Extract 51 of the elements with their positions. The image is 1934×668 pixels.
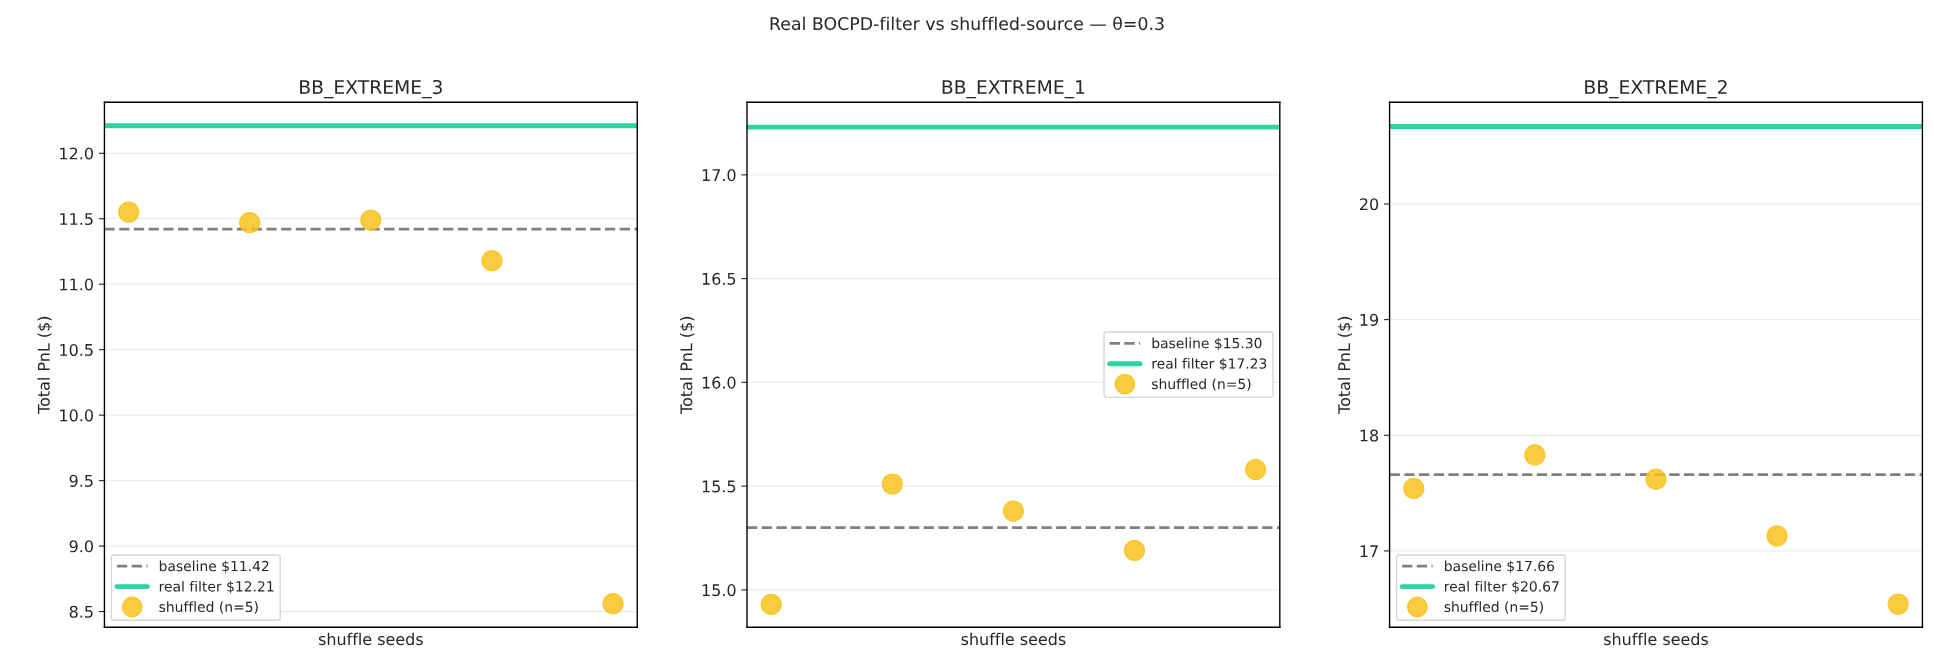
point bbox=[360, 209, 382, 231]
point bbox=[1887, 593, 1909, 615]
chart-title: BB_EXTREME_3 bbox=[300, 79, 442, 99]
text: Real BOCPD-filter vs shuffled-source — θ=0.3 bbox=[770, 16, 1164, 31]
y-tick-label: 12.0 bbox=[60, 147, 93, 160]
point bbox=[118, 201, 140, 223]
legend-label: baseline $11.42 bbox=[159, 560, 269, 574]
legend-label: shuffled (n=5) bbox=[1152, 378, 1251, 391]
y-axis-title: Total PnL ($) bbox=[1337, 316, 1353, 414]
x-axis-title: shuffle seeds bbox=[961, 632, 1066, 646]
y-tick-label: 17 bbox=[1360, 545, 1378, 557]
legend-label: shuffled (n=5) bbox=[159, 601, 258, 614]
point bbox=[1524, 444, 1546, 466]
point bbox=[1002, 500, 1025, 522]
y-tick-label: 20 bbox=[1360, 198, 1379, 211]
point bbox=[1645, 468, 1667, 490]
legend-label: real filter $20.67 bbox=[1445, 580, 1559, 594]
legend-label: real filter $12.21 bbox=[159, 580, 274, 594]
point bbox=[481, 250, 503, 272]
y-tick-label: 11.5 bbox=[60, 213, 93, 226]
point bbox=[239, 212, 261, 234]
y-tick-label: 9.0 bbox=[69, 540, 93, 553]
y-tick-label: 11.0 bbox=[60, 278, 93, 291]
point bbox=[1766, 525, 1788, 547]
y-tick-label: 10.0 bbox=[60, 409, 93, 422]
chart-title: BB_EXTREME_1 bbox=[942, 80, 1085, 99]
point bbox=[881, 473, 903, 495]
y-axis-title: Total PnL ($) bbox=[37, 316, 52, 414]
y-tick-label: 18 bbox=[1360, 429, 1379, 442]
y-tick-label: 17.0 bbox=[702, 169, 736, 182]
y-tick-label: 15.5 bbox=[702, 480, 736, 493]
chart-title: BB_EXTREME_2 bbox=[1585, 79, 1727, 99]
y-tick-label: 10.5 bbox=[60, 343, 93, 356]
legend-label: baseline $15.30 bbox=[1152, 337, 1262, 351]
legend-label: real filter $17.23 bbox=[1152, 358, 1267, 371]
legend-label: baseline $17.66 bbox=[1445, 560, 1555, 574]
point bbox=[1403, 477, 1425, 500]
x-axis-title: shuffle seeds bbox=[1604, 632, 1709, 646]
point bbox=[1244, 458, 1267, 481]
y-tick-label: 16.5 bbox=[702, 272, 736, 285]
y-axis-title: Total PnL ($) bbox=[680, 316, 695, 414]
y-tick-label: 9.5 bbox=[69, 474, 93, 487]
y-tick-label: 16.0 bbox=[702, 376, 736, 389]
y-tick-label: 19 bbox=[1360, 313, 1379, 326]
legend-label: shuffled (n=5) bbox=[1444, 601, 1543, 614]
point bbox=[760, 593, 782, 616]
point bbox=[602, 593, 624, 615]
y-tick-label: 8.5 bbox=[69, 605, 93, 618]
x-axis-title: shuffle seeds bbox=[318, 632, 423, 646]
point bbox=[1123, 539, 1146, 562]
y-tick-label: 15.0 bbox=[702, 584, 736, 597]
